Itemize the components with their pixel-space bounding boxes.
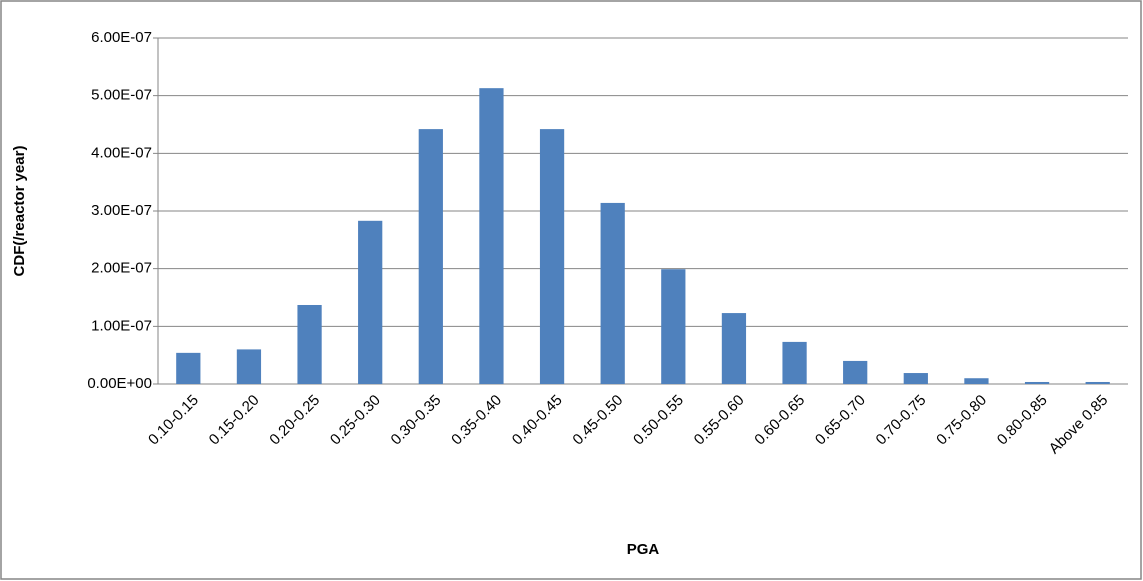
bar xyxy=(539,129,565,384)
bar xyxy=(721,313,747,384)
x-axis-title: PGA xyxy=(627,541,660,558)
y-tick-label: 4.00E-07 xyxy=(91,144,152,161)
bar xyxy=(782,341,807,384)
y-tick-label: 6.00E-07 xyxy=(91,29,152,46)
bar xyxy=(418,129,443,384)
bar xyxy=(479,88,504,385)
bar xyxy=(236,349,262,384)
y-tick-label: 5.00E-07 xyxy=(91,87,152,104)
bar xyxy=(358,220,383,384)
bar xyxy=(964,378,989,384)
bar xyxy=(843,360,868,384)
y-tick-label: 1.00E-07 xyxy=(91,317,152,334)
y-tick-label: 3.00E-07 xyxy=(91,202,152,219)
bar xyxy=(297,304,322,384)
bar xyxy=(1085,381,1110,384)
bar xyxy=(661,269,686,384)
y-axis-title: CDF(/reactor year) xyxy=(11,146,28,277)
y-tick-label: 2.00E-07 xyxy=(91,260,152,277)
bar xyxy=(1024,381,1050,384)
bar xyxy=(903,373,928,384)
bar xyxy=(176,352,201,384)
y-tick-label: 0.00E+00 xyxy=(87,375,152,392)
bar xyxy=(600,202,625,384)
